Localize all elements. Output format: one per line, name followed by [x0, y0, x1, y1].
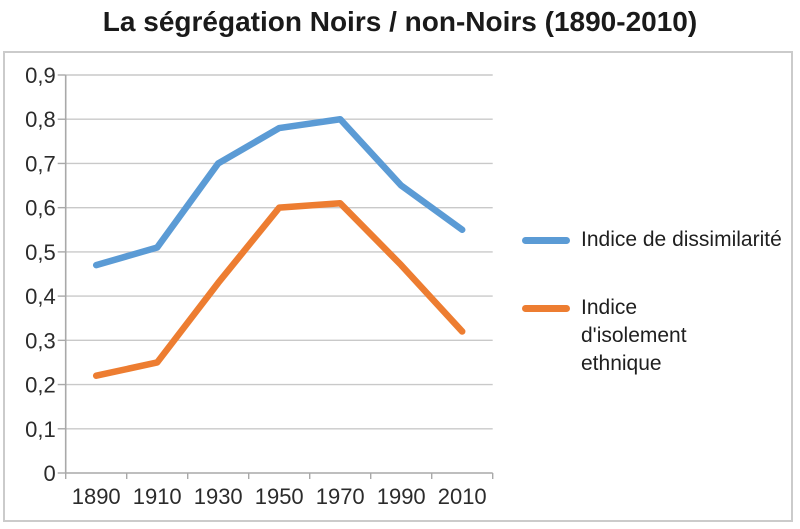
y-axis-label: 0,8: [25, 107, 56, 132]
y-axis-label: 0,6: [25, 196, 56, 221]
x-axis-label: 1910: [133, 484, 182, 509]
y-axis-label: 0,4: [25, 284, 56, 309]
legend-label-isolement: Indice d'isolement ethnique: [581, 296, 687, 375]
y-axis-label: 0,5: [25, 240, 56, 265]
x-axis-label: 1930: [194, 484, 243, 509]
y-axis-label: 0,3: [25, 328, 56, 353]
x-axis-label: 1990: [377, 484, 426, 509]
x-axis-label: 2010: [438, 484, 487, 509]
y-axis-label: 0,2: [25, 373, 56, 398]
legend-entry-dissimilarite: Indice de dissimilarité: [522, 226, 782, 254]
series-line-indice-de-dissimilarit-: [92, 115, 466, 269]
legend-label-dissimilarite: Indice de dissimilarité: [581, 228, 782, 251]
legend-swatch-isolement: [522, 305, 570, 312]
x-axis-label: 1950: [255, 484, 304, 509]
series-line-indice-d-isolement-ethnique: [92, 199, 466, 379]
chart-frame: [3, 51, 793, 522]
y-axis-label: 0,1: [25, 417, 56, 442]
legend-entry-isolement: Indice d'isolement ethnique: [522, 294, 687, 378]
y-axis-label: 0,9: [25, 63, 56, 88]
chart-title: La ségrégation Noirs / non-Noirs (1890-2…: [102, 6, 698, 37]
y-axis-label: 0,7: [25, 151, 56, 176]
x-axis-label: 1890: [72, 484, 121, 509]
x-axis-label: 1970: [316, 484, 365, 509]
y-axis-label: 0: [43, 461, 55, 486]
legend-swatch-dissimilarite: [522, 237, 570, 244]
